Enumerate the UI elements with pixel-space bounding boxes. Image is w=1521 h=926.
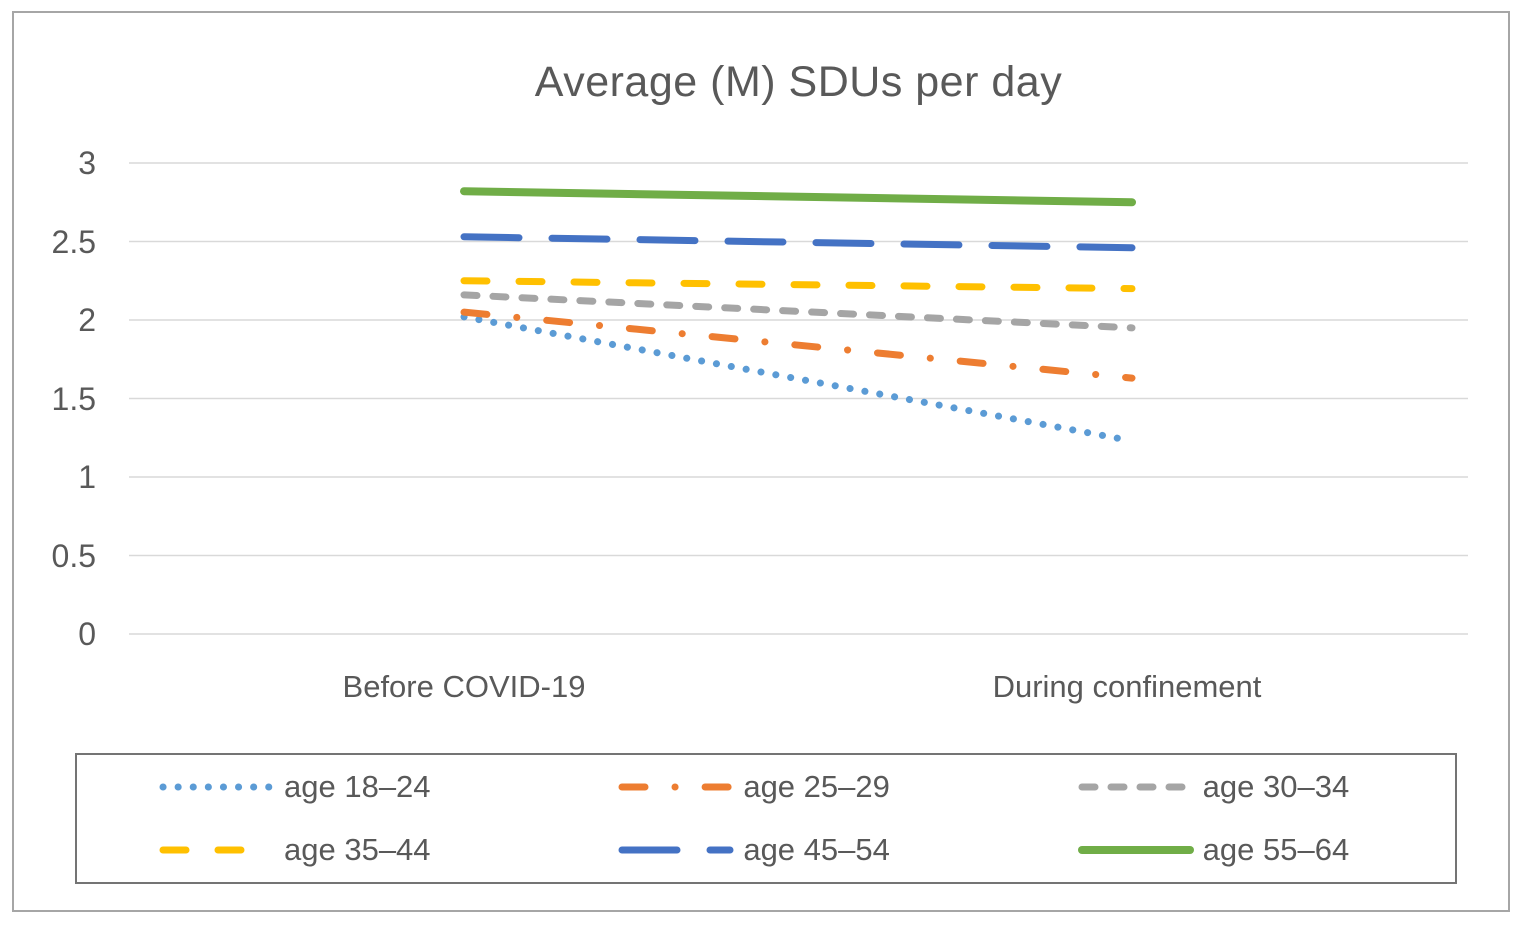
legend-item-age-18-24: age 18–24 xyxy=(77,755,536,819)
series-line-age-2529 xyxy=(460,308,1136,382)
legend-label: age 25–29 xyxy=(743,768,890,804)
series-line-age-4554 xyxy=(460,233,1136,252)
legend-line-sample-icon xyxy=(1077,846,1194,855)
legend-label: age 18–24 xyxy=(284,768,431,804)
legend-line-sample-icon xyxy=(1078,783,1194,791)
y-axis-tick-label: 1.5 xyxy=(51,380,96,417)
chart-legend: age 18–24 age 25–29 age 30–34 age 35–44 … xyxy=(75,753,1457,884)
y-axis-tick-label: 1 xyxy=(78,459,96,495)
legend-line-sample-icon xyxy=(159,846,275,854)
series-line-age-1824 xyxy=(460,313,1136,445)
y-axis-tick-label: 3 xyxy=(78,145,96,181)
legend-label: age 35–44 xyxy=(284,832,431,868)
legend-item-age-55-64: age 55–64 xyxy=(996,819,1455,883)
x-axis-label-during-confinement: During confinement xyxy=(992,669,1262,704)
legend-line-sample-icon xyxy=(618,783,734,791)
legend-line-sample-icon xyxy=(618,846,734,854)
chart-title: Average (M) SDUs per day xyxy=(534,58,1063,106)
legend-item-age-35-44: age 35–44 xyxy=(77,819,536,883)
legend-label: age 45–54 xyxy=(743,832,890,868)
y-axis-tick-label: 2.5 xyxy=(51,223,96,260)
series-line-age-3544 xyxy=(460,277,1136,293)
y-axis-tick-label: 0 xyxy=(78,616,96,652)
series-line-age-3034 xyxy=(460,291,1136,332)
legend-item-age-25-29: age 25–29 xyxy=(536,755,995,819)
legend-item-age-45-54: age 45–54 xyxy=(536,819,995,883)
x-axis-label-before-covid: Before COVID-19 xyxy=(342,669,586,704)
legend-line-sample-icon xyxy=(159,783,275,791)
y-axis-tick-label: 0.5 xyxy=(51,537,96,574)
series-line-age-5564 xyxy=(460,187,1136,207)
legend-item-age-30-34: age 30–34 xyxy=(996,755,1455,819)
y-axis-tick-label: 2 xyxy=(78,302,96,338)
legend-label: age 55–64 xyxy=(1202,832,1350,868)
legend-label: age 30–34 xyxy=(1202,768,1350,804)
